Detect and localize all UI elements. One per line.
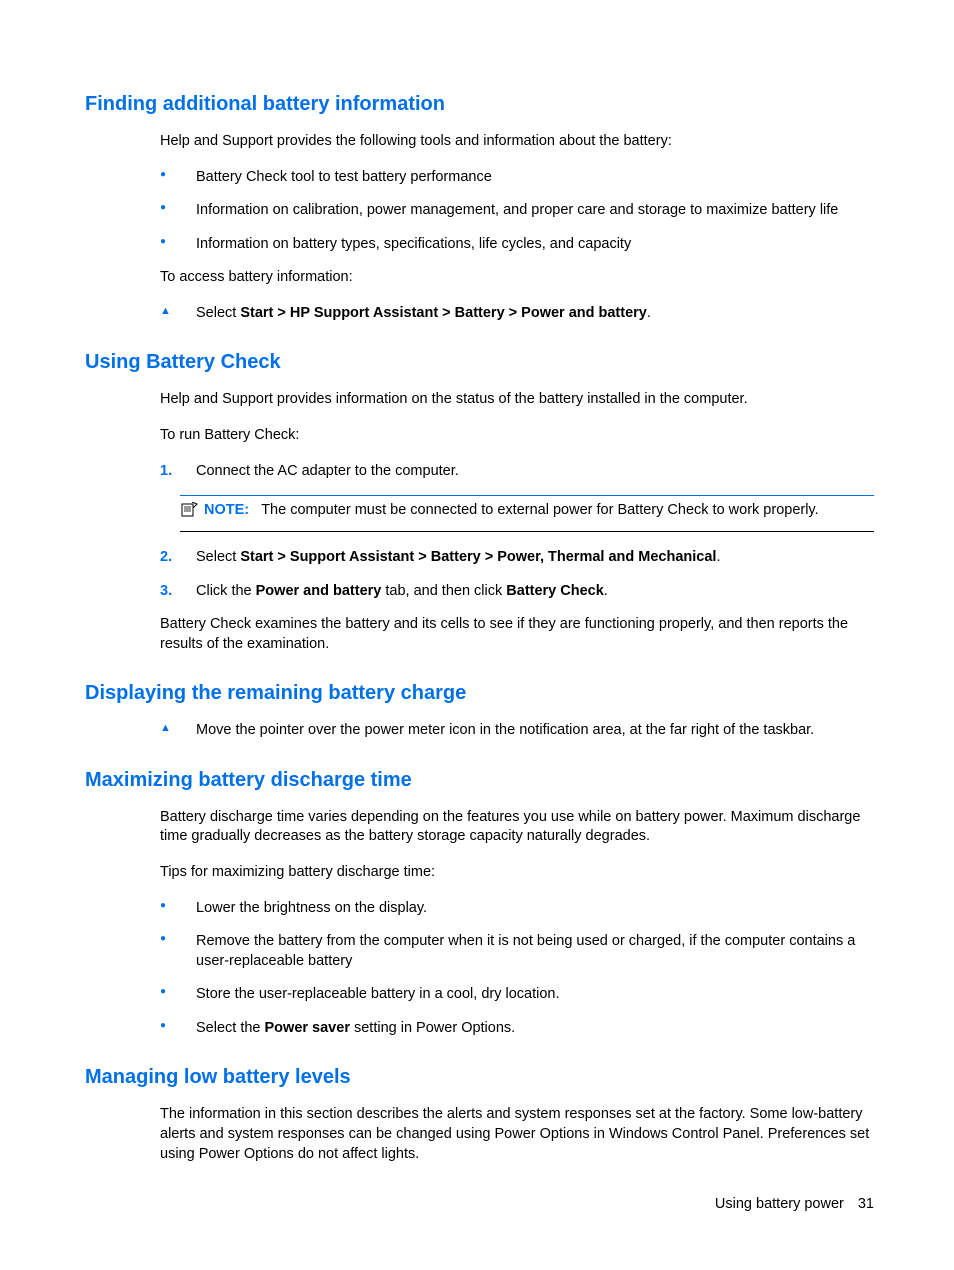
list-item: Move the pointer over the power meter ic… [160, 721, 874, 741]
numbered-list: 1. Connect the AC adapter to the compute… [160, 462, 874, 482]
heading-finding-info: Finding additional battery information [85, 93, 874, 116]
para-low-intro: The information in this section describe… [160, 1105, 874, 1164]
para-access: To access battery information: [160, 268, 874, 288]
note-label: NOTE: [204, 502, 249, 518]
note-callout: NOTE: The computer must be connected to … [180, 495, 874, 532]
step-text: Select [196, 305, 240, 321]
triangle-list-2: Move the pointer over the power meter ic… [160, 721, 874, 741]
para-run-text: To run Battery Check: [160, 426, 874, 446]
triangle-list-1: Select Start > HP Support Assistant > Ba… [160, 304, 874, 324]
step-text: Connect the AC adapter to the computer. [196, 463, 459, 479]
heading-max-discharge: Maximizing battery discharge time [85, 769, 874, 792]
heading-low-battery: Managing low battery levels [85, 1066, 874, 1089]
list-item: Select the Power saver setting in Power … [160, 1019, 874, 1039]
list-item: 1. Connect the AC adapter to the compute… [160, 462, 874, 482]
step-suffix: . [604, 583, 608, 599]
list-item: Information on battery types, specificat… [160, 235, 874, 255]
para-tips-text: Tips for maximizing battery discharge ti… [160, 863, 874, 883]
list-item: Information on calibration, power manage… [160, 201, 874, 221]
heading-battery-check: Using Battery Check [85, 351, 874, 374]
step-text: Select [196, 549, 240, 565]
step-number: 2. [160, 548, 172, 568]
document-page: Finding additional battery information H… [0, 0, 954, 1230]
list-item: Battery Check tool to test battery perfo… [160, 168, 874, 188]
page-footer: Using battery power 31 [715, 1196, 874, 1212]
step-bold: Power and battery [256, 583, 382, 599]
para-bc-outro: Battery Check examines the battery and i… [160, 615, 874, 654]
step-text: tab, and then click [381, 583, 506, 599]
note-icon [180, 502, 198, 523]
list-item: 2. Select Start > Support Assistant > Ba… [160, 548, 874, 568]
list-item: Store the user-replaceable battery in a … [160, 985, 874, 1005]
para-discharge-intro: Battery discharge time varies depending … [160, 808, 874, 847]
step-suffix: . [716, 549, 720, 565]
step-bold: Start > Support Assistant > Battery > Po… [240, 549, 716, 565]
page-number: 31 [858, 1196, 874, 1212]
heading-remaining-charge: Displaying the remaining battery charge [85, 682, 874, 705]
step-bold: Battery Check [506, 583, 604, 599]
item-bold: Power saver [265, 1020, 350, 1036]
para-intro-1: Help and Support provides the following … [160, 132, 874, 152]
step-suffix: . [647, 305, 651, 321]
numbered-list-cont: 2. Select Start > Support Assistant > Ba… [160, 548, 874, 601]
bullet-list-2: Lower the brightness on the display. Rem… [160, 899, 874, 1039]
list-item: 3. Click the Power and battery tab, and … [160, 582, 874, 602]
footer-text: Using battery power [715, 1196, 844, 1212]
note-content: NOTE: The computer must be connected to … [204, 501, 819, 521]
list-item: Select Start > HP Support Assistant > Ba… [160, 304, 874, 324]
step-number: 3. [160, 582, 172, 602]
step-number: 1. [160, 462, 172, 482]
list-item: Remove the battery from the computer whe… [160, 932, 874, 971]
para-bc-intro: Help and Support provides information on… [160, 390, 874, 410]
item-text: setting in Power Options. [350, 1020, 515, 1036]
item-text: Select the [196, 1020, 265, 1036]
step-text: Click the [196, 583, 256, 599]
step-bold: Start > HP Support Assistant > Battery >… [240, 305, 647, 321]
note-text: The computer must be connected to extern… [261, 502, 818, 518]
bullet-list-1: Battery Check tool to test battery perfo… [160, 168, 874, 255]
list-item: Lower the brightness on the display. [160, 899, 874, 919]
